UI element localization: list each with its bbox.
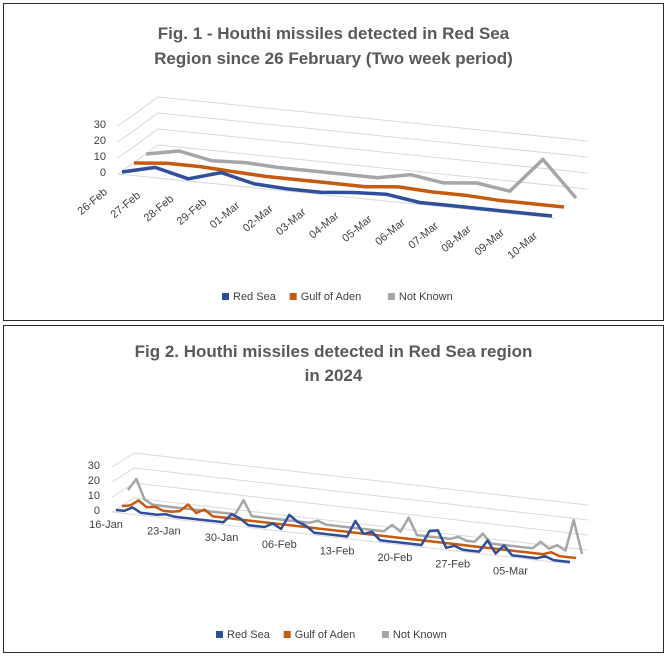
x-tick-label: 29-Feb bbox=[175, 196, 209, 228]
legend-swatch bbox=[283, 631, 291, 638]
y-tick-label: 10 bbox=[94, 151, 106, 163]
gridline-side bbox=[111, 452, 135, 468]
legend-swatch bbox=[216, 631, 223, 638]
x-tick-label: 30-Jan bbox=[205, 532, 239, 544]
chart-title-2-line-1: Fig 2. Houthi missiles detected in Red S… bbox=[134, 342, 533, 361]
x-tick-label: 26-Feb bbox=[76, 186, 110, 218]
chart-1-plot: 0 10 20 30 26-Feb27-Feb28-Feb29-Feb01-Mar02-… bbox=[76, 96, 589, 303]
floor-edge bbox=[117, 173, 555, 219]
legend-label: Not Known bbox=[399, 291, 453, 303]
series-line-red-sea bbox=[121, 165, 553, 218]
x-tick-label: 28-Feb bbox=[142, 193, 176, 225]
legend-swatch bbox=[387, 293, 395, 300]
gridline bbox=[157, 144, 589, 190]
chart-panel-1: Fig. 1 - Houthi missiles detected in Red… bbox=[3, 3, 664, 321]
gridline bbox=[157, 128, 589, 174]
gridline-side bbox=[117, 144, 159, 175]
x-tick-label: 27-Feb bbox=[109, 189, 143, 221]
x-tick-label: 09-Mar bbox=[472, 227, 507, 259]
legend-label: Gulf of Aden bbox=[295, 629, 356, 641]
x-tick-label: 04-Mar bbox=[307, 210, 342, 242]
legend-swatch bbox=[222, 293, 229, 300]
series-line-gulf-of-aden bbox=[133, 161, 565, 209]
gridline bbox=[157, 96, 589, 142]
x-tick-label: 06-Feb bbox=[262, 539, 297, 551]
gridline bbox=[133, 482, 589, 536]
y-tick-label: 20 bbox=[94, 135, 106, 147]
gridline bbox=[133, 467, 589, 521]
y-tick-label: 30 bbox=[88, 460, 100, 472]
x-tick-label: 16-Jan bbox=[89, 519, 123, 531]
gridline bbox=[157, 112, 589, 158]
legend-swatch bbox=[381, 631, 389, 638]
y-tick-label: 0 bbox=[100, 167, 106, 179]
chart-2-plot: 0 10 20 30 16-Jan 23-Jan 30-Jan 06-Feb 13-Feb 20-… bbox=[88, 452, 589, 641]
legend-label: Red Sea bbox=[227, 629, 271, 641]
y-tick-label: 30 bbox=[94, 119, 106, 131]
x-tick-label: 10-Mar bbox=[506, 230, 541, 262]
legend-label: Gulf of Aden bbox=[301, 291, 362, 303]
x-tick-label: 05-Mar bbox=[340, 213, 375, 245]
chart-title-1-line-2: Region since 26 February (Two week perio… bbox=[154, 49, 513, 68]
floor-edge bbox=[111, 511, 572, 565]
gridline-side bbox=[117, 112, 159, 143]
legend-label: Red Sea bbox=[233, 291, 277, 303]
y-tick-label: 0 bbox=[94, 505, 100, 517]
gridline-side bbox=[111, 467, 135, 483]
x-tick-label: 07-Mar bbox=[406, 220, 441, 252]
y-tick-label: 10 bbox=[88, 490, 100, 502]
gridline bbox=[133, 497, 589, 551]
x-tick-label: 13-Feb bbox=[320, 545, 355, 557]
chart-title-2-line-2: in 2024 bbox=[304, 366, 363, 385]
x-tick-label: 02-Mar bbox=[241, 203, 276, 235]
x-tick-label: 01-Mar bbox=[208, 199, 243, 231]
series-line-not-known bbox=[145, 149, 578, 200]
x-tick-label: 20-Feb bbox=[377, 552, 412, 564]
x-tick-label: 03-Mar bbox=[274, 206, 309, 238]
legend-label: Not Known bbox=[393, 629, 447, 641]
chart-panel-2: Fig 2. Houthi missiles detected in Red S… bbox=[3, 325, 664, 653]
gridline-side bbox=[117, 96, 159, 127]
x-tick-label: 05-Mar bbox=[493, 565, 528, 577]
gridline-side bbox=[117, 128, 159, 159]
series-line-red-sea bbox=[115, 506, 571, 564]
legend-swatch bbox=[289, 293, 297, 300]
x-tick-label: 23-Jan bbox=[147, 526, 181, 538]
x-tick-label: 27-Feb bbox=[435, 559, 470, 571]
y-tick-label: 20 bbox=[88, 475, 100, 487]
x-tick-label: 08-Mar bbox=[439, 223, 474, 255]
gridline bbox=[133, 452, 589, 506]
chart-title-1-line-1: Fig. 1 - Houthi missiles detected in Red… bbox=[157, 24, 510, 43]
x-tick-label: 06-Mar bbox=[373, 216, 408, 248]
